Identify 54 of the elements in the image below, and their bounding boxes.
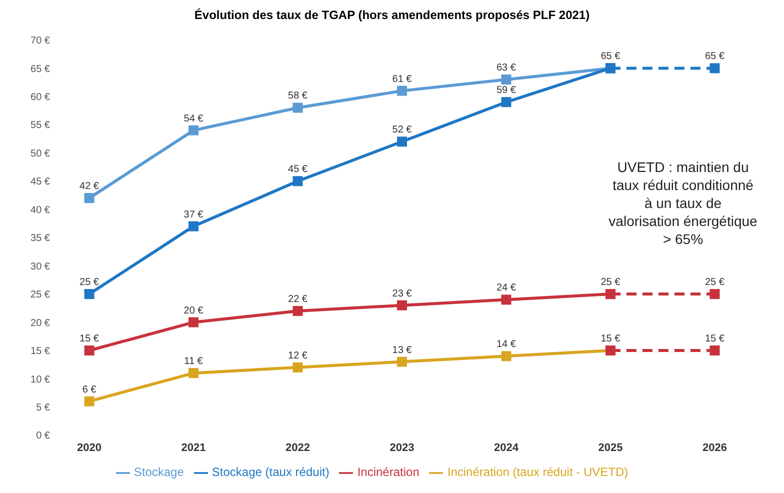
x-tick-label: 2020: [77, 442, 102, 454]
data-label: 13 €: [392, 344, 412, 356]
data-label: 20 €: [184, 305, 204, 316]
y-tick-label: 55 €: [30, 120, 50, 132]
x-tick-label: 2023: [390, 442, 414, 454]
data-label: 24 €: [496, 282, 516, 294]
y-tick-label: 10 €: [30, 374, 50, 386]
y-tick-label: 40 €: [30, 204, 50, 216]
y-tick-label: 60 €: [30, 92, 50, 104]
legend-label: Stockage: [134, 465, 184, 480]
y-tick-label: 35 €: [30, 233, 50, 244]
data-label: 37 €: [184, 209, 204, 220]
data-label: 12 €: [288, 350, 308, 362]
x-tick-label: 2026: [702, 442, 727, 454]
data-label: 42 €: [80, 181, 100, 192]
chart-title: Évolution des taux de TGAP (hors amendements proposés PLF 2021): [193, 8, 591, 24]
data-label: 22 €: [288, 294, 308, 305]
y-tick-label: 15 €: [30, 346, 50, 358]
y-tick-label: 65 €: [30, 64, 50, 75]
legend-label: Stockage (taux réduit): [212, 465, 330, 480]
x-tick-label: 2024: [494, 442, 520, 454]
x-tick-label: 2025: [598, 442, 623, 454]
data-label: 25 €: [80, 277, 100, 288]
data-label: 11 €: [184, 356, 204, 368]
annotation: UVETD : maintien du taux réduit conditionné à un taux de valorisation énergétique > 65%: [608, 158, 758, 248]
data-label: 59 €: [496, 85, 516, 96]
y-tick-label: 20 €: [30, 318, 50, 329]
data-label: 63 €: [496, 62, 516, 74]
x-tick-label: 2022: [286, 442, 310, 454]
data-label: 25 €: [600, 277, 621, 288]
data-label: 6 €: [82, 384, 97, 396]
legend-label: Incinération: [357, 465, 420, 480]
data-label: 14 €: [496, 339, 516, 350]
y-tick-label: 30 €: [30, 261, 50, 272]
y-tick-label: 25 €: [30, 290, 50, 301]
legend-label: Incinération (taux réduit - UVETD): [447, 465, 628, 480]
data-label: 15 €: [600, 333, 621, 344]
data-label: 54 €: [184, 113, 204, 124]
data-label: 58 €: [288, 90, 308, 102]
y-tick-label: 5 €: [36, 402, 50, 414]
data-label: 15 €: [704, 333, 725, 344]
data-label: 65 €: [704, 51, 725, 62]
data-label: 15 €: [80, 333, 100, 344]
y-tick-label: 50 €: [30, 148, 50, 160]
data-label: 61 €: [392, 74, 412, 85]
data-label: 65 €: [600, 51, 621, 62]
data-label: 25 €: [704, 277, 725, 288]
x-tick-label: 2021: [181, 442, 206, 454]
y-tick-label: 45 €: [30, 176, 50, 188]
y-tick-label: 0 €: [36, 430, 50, 442]
data-label: 52 €: [392, 124, 412, 136]
y-tick-label: 70 €: [30, 36, 50, 47]
data-label: 23 €: [392, 288, 412, 300]
data-label: 45 €: [288, 164, 308, 176]
